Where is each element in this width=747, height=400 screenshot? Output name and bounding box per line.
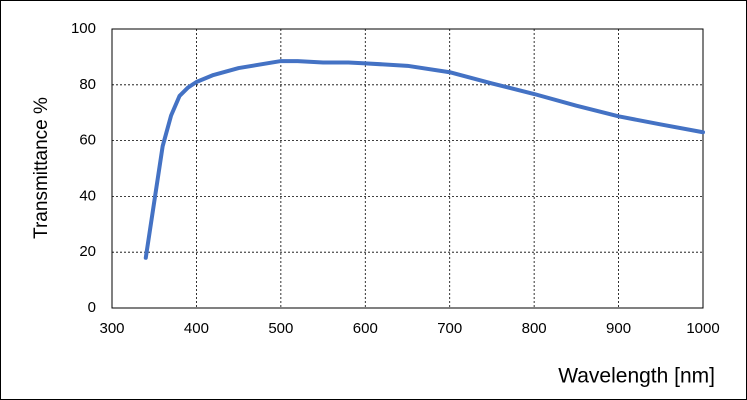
y-tick-label: 20 bbox=[79, 243, 96, 260]
x-tick-label: 1000 bbox=[686, 320, 719, 337]
x-tick-label: 400 bbox=[184, 320, 209, 337]
x-tick-label: 800 bbox=[522, 320, 547, 337]
x-axis-title: Wavelength [nm] bbox=[558, 365, 715, 388]
y-tick-label: 40 bbox=[79, 187, 96, 204]
y-tick-label: 100 bbox=[71, 20, 96, 37]
plot-area bbox=[111, 28, 704, 309]
y-axis-title: Transmittance % bbox=[31, 97, 52, 239]
line bbox=[143, 59, 705, 260]
y-tick-label: 0 bbox=[88, 299, 96, 316]
x-tick-label: 700 bbox=[437, 320, 462, 337]
x-tick-label: 900 bbox=[606, 320, 631, 337]
y-tick-label: 60 bbox=[79, 132, 96, 149]
x-tick-label: 600 bbox=[353, 320, 378, 337]
x-tick-label: 500 bbox=[268, 320, 293, 337]
y-tick-label: 80 bbox=[79, 76, 96, 93]
x-tick-label: 300 bbox=[99, 320, 124, 337]
